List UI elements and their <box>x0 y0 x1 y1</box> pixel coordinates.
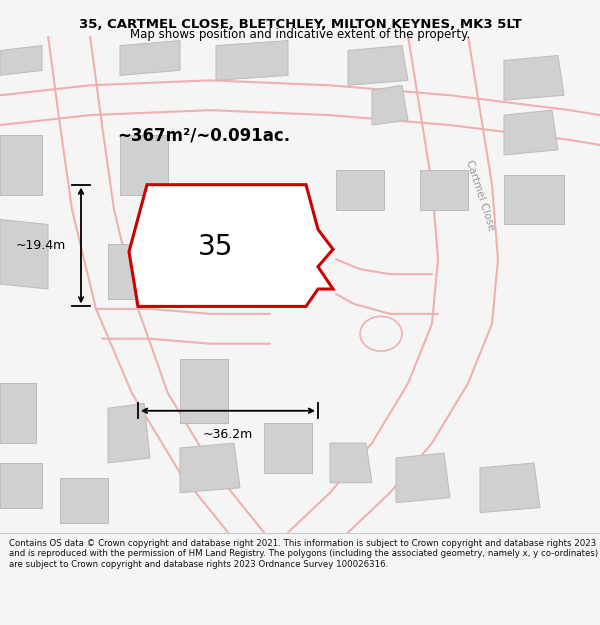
Text: Map shows position and indicative extent of the property.: Map shows position and indicative extent… <box>130 28 470 41</box>
Polygon shape <box>264 423 312 473</box>
Polygon shape <box>0 463 42 508</box>
Text: 35: 35 <box>199 232 233 261</box>
Polygon shape <box>120 41 180 76</box>
Polygon shape <box>504 56 564 100</box>
Polygon shape <box>180 359 228 423</box>
Polygon shape <box>330 443 372 483</box>
Polygon shape <box>480 463 540 512</box>
Polygon shape <box>504 110 558 155</box>
Text: ~19.4m: ~19.4m <box>16 239 66 252</box>
Polygon shape <box>216 41 288 81</box>
Polygon shape <box>108 403 150 463</box>
Polygon shape <box>396 453 450 503</box>
Polygon shape <box>372 85 408 125</box>
Text: ~36.2m: ~36.2m <box>203 428 253 441</box>
Text: Contains OS data © Crown copyright and database right 2021. This information is : Contains OS data © Crown copyright and d… <box>9 539 598 569</box>
Text: ~367m²/~0.091ac.: ~367m²/~0.091ac. <box>118 126 290 144</box>
Polygon shape <box>504 175 564 224</box>
Polygon shape <box>348 46 408 85</box>
Polygon shape <box>108 244 156 299</box>
Polygon shape <box>129 185 333 306</box>
Text: 35, CARTMEL CLOSE, BLETCHLEY, MILTON KEYNES, MK3 5LT: 35, CARTMEL CLOSE, BLETCHLEY, MILTON KEY… <box>79 18 521 31</box>
Polygon shape <box>0 219 48 289</box>
Polygon shape <box>180 443 240 493</box>
Polygon shape <box>420 170 468 209</box>
Polygon shape <box>120 135 168 194</box>
Text: Cartmel Close: Cartmel Close <box>464 158 496 231</box>
Polygon shape <box>0 383 36 443</box>
Polygon shape <box>336 170 384 209</box>
Polygon shape <box>60 478 108 522</box>
Polygon shape <box>0 46 42 76</box>
Polygon shape <box>0 135 42 194</box>
